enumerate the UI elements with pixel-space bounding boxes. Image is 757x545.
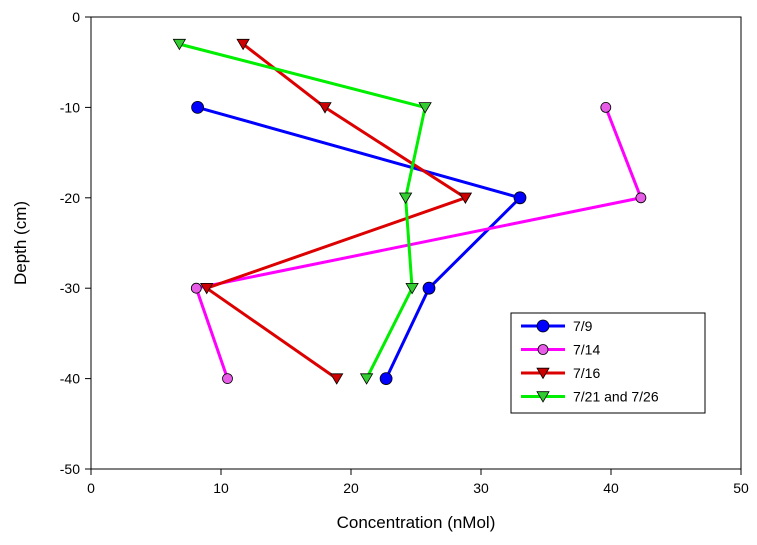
y-tick-label: -50 [60, 461, 80, 477]
data-point [600, 102, 612, 113]
data-point [536, 319, 550, 333]
data-point [513, 191, 527, 205]
data-point [422, 281, 436, 295]
x-axis-title: Concentration (nMol) [337, 513, 496, 532]
legend-label: 7/14 [573, 342, 600, 358]
x-tick-label: 10 [213, 480, 229, 496]
y-tick-label: -10 [60, 99, 80, 115]
x-tick-label: 30 [473, 480, 489, 496]
data-point [190, 282, 202, 294]
data-point [537, 344, 549, 355]
axis-ticks: 0 10 20 30 40 50 0 -10 -20 -30 -40 -50 [60, 9, 749, 496]
legend: 7/9 7/14 7/16 7/21 and 7/26 [510, 312, 706, 414]
plot-frame [90, 16, 742, 470]
series-line [179, 42, 427, 380]
data-point [222, 373, 233, 385]
data-point [172, 38, 187, 51]
data-point [359, 373, 374, 385]
data-point [418, 102, 432, 114]
x-tick-label: 20 [343, 480, 359, 496]
y-tick-label: -40 [60, 371, 80, 387]
x-tick-label: 50 [733, 480, 749, 496]
data-point [536, 391, 550, 403]
y-tick-label: 0 [72, 9, 80, 25]
data-point [330, 373, 344, 385]
y-tick-label: -30 [60, 280, 80, 296]
data-point [200, 282, 214, 295]
x-tick-label: 40 [603, 480, 619, 496]
series-line [197, 105, 522, 380]
series-line [194, 106, 643, 380]
legend-label: 7/21 and 7/26 [573, 389, 659, 405]
data-point [318, 102, 332, 114]
data-point [191, 101, 205, 114]
x-tick-label: 0 [87, 480, 95, 496]
data-point [635, 192, 647, 204]
data-point [536, 367, 550, 380]
legend-label: 7/16 [573, 365, 600, 381]
series-markers [172, 38, 647, 386]
data-point [236, 38, 250, 51]
y-axis-title: Depth (cm) [11, 201, 30, 285]
data-point [458, 192, 473, 204]
data-point [405, 282, 419, 295]
y-tick-label: -20 [60, 190, 80, 206]
data-point [379, 372, 393, 386]
series-line [205, 42, 467, 380]
data-point [398, 192, 413, 204]
legend-label: 7/9 [573, 318, 593, 334]
